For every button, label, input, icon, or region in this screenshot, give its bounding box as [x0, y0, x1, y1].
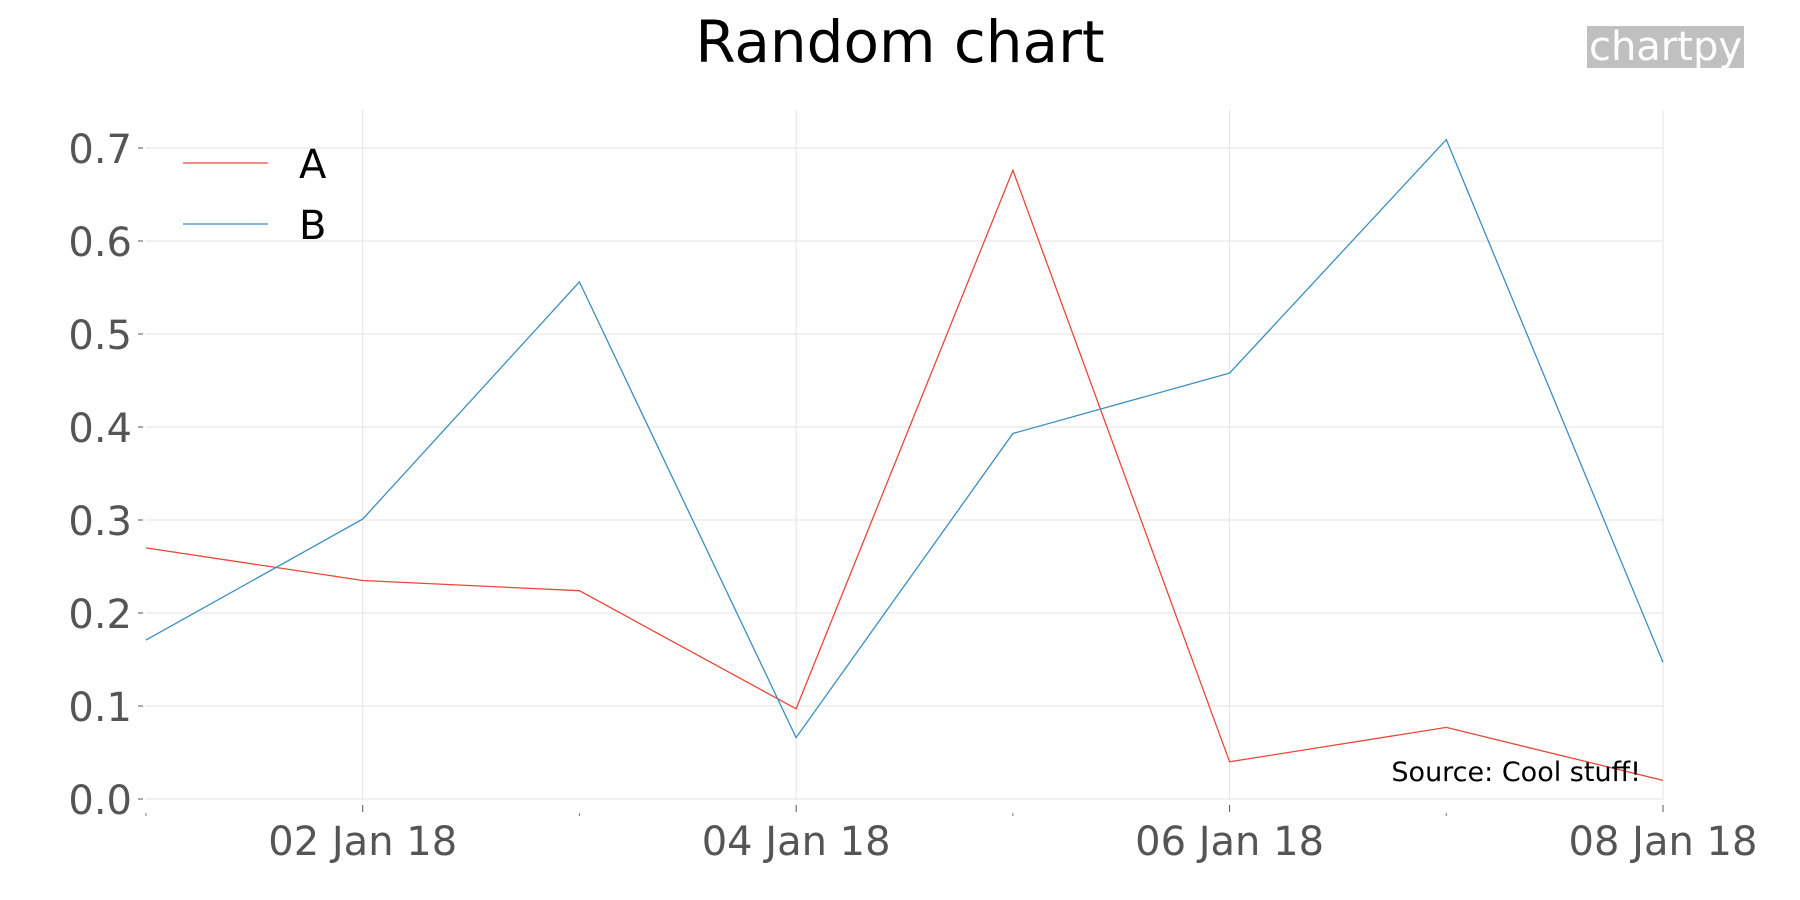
legend: AB — [183, 142, 327, 249]
series-line-a — [145, 168, 1664, 782]
y-tick-label: 0.4 — [68, 406, 132, 452]
watermark: chartpy — [1586, 24, 1744, 70]
x-tick-label: 08 Jan 18 — [1569, 819, 1758, 865]
grid — [146, 110, 1664, 800]
series-line-b — [145, 138, 1664, 739]
legend-label-b: B — [299, 203, 326, 249]
y-tick-label: 0.3 — [68, 499, 132, 545]
y-tick-label: 0.2 — [68, 592, 132, 638]
y-tick-label: 0.6 — [68, 220, 132, 266]
chart-title: Random chart — [695, 8, 1105, 76]
source-note: Source: Cool stuff! — [1391, 757, 1641, 788]
y-tick-label: 0.5 — [68, 313, 132, 359]
y-tick-label: 0.0 — [68, 778, 132, 824]
legend-label-a: A — [299, 142, 327, 188]
x-tick-label: 02 Jan 18 — [268, 819, 457, 865]
y-tick-label: 0.7 — [68, 127, 132, 173]
x-tick-label: 04 Jan 18 — [702, 819, 891, 865]
x-tick-label: 06 Jan 18 — [1135, 819, 1324, 865]
series-lines — [145, 138, 1664, 782]
axes: 0.0 0.1 0.2 0.3 0.4 0.5 0.6 0.7 02 Jan 18 04 Jan … — [68, 127, 1757, 865]
y-tick-label: 0.1 — [68, 685, 132, 731]
